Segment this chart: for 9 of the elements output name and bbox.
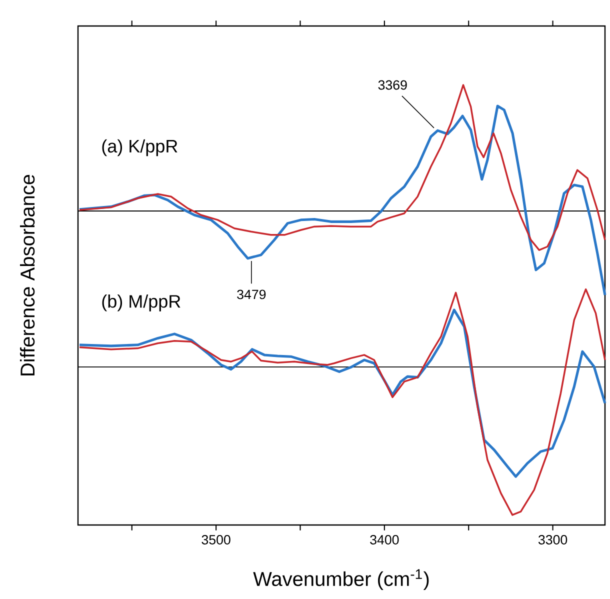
- annotation: 3479: [237, 290, 266, 300]
- annotation: (b) M/ppR: [102, 294, 180, 312]
- y-axis-title: Difference Absorbance: [20, 174, 35, 376]
- x-tick-label: 3300: [538, 535, 568, 544]
- x-tick-label: 3400: [370, 535, 399, 544]
- annotation: 3369: [378, 80, 407, 90]
- annotation: (a) K/ppR: [102, 139, 178, 156]
- x-tick-label: 3500: [202, 535, 230, 544]
- x-axis-title: Wavenumber (cm$^{-1}$): [253, 569, 429, 590]
